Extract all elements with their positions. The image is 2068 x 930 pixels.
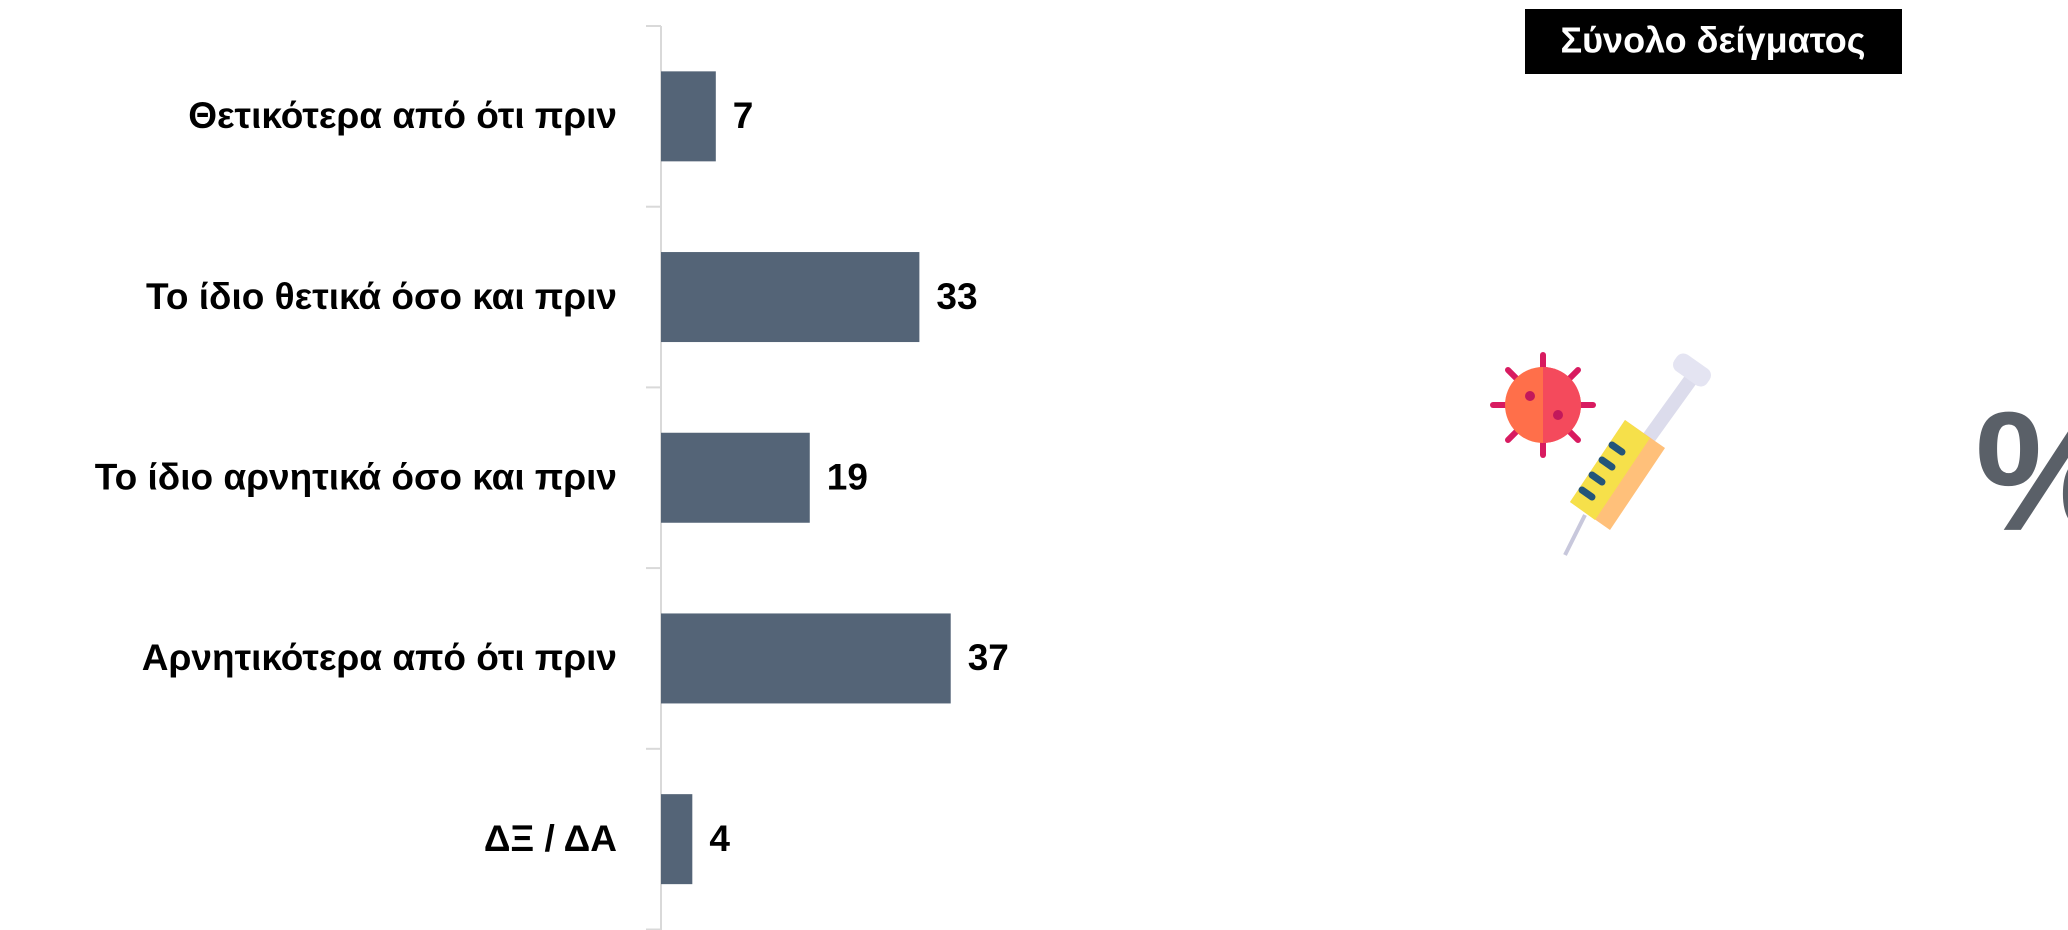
bar bbox=[661, 252, 920, 343]
data-label: 37 bbox=[968, 637, 1009, 678]
unit-symbol: % bbox=[1975, 377, 2068, 567]
data-label: 4 bbox=[709, 818, 730, 859]
data-label: 19 bbox=[827, 457, 868, 498]
vaccine-icon bbox=[1490, 352, 1711, 556]
title-box bbox=[1525, 9, 1902, 74]
bar bbox=[661, 794, 693, 885]
y-tick-label: Το ίδιο θετικά όσο και πριν bbox=[146, 276, 617, 317]
bar bbox=[661, 432, 810, 523]
data-label: 33 bbox=[936, 276, 977, 317]
bar bbox=[661, 613, 951, 704]
y-tick-label: Το ίδιο αρνητικά όσο και πριν bbox=[95, 457, 617, 498]
y-tick-label: ΔΞ / ΔΑ bbox=[484, 818, 617, 859]
y-tick-label: Αρνητικότερα από ότι πριν bbox=[142, 637, 617, 678]
y-tick-label: Θετικότερα από ότι πριν bbox=[188, 95, 617, 136]
data-label: 7 bbox=[733, 95, 754, 136]
bar bbox=[661, 71, 716, 162]
chart-title: Σύνολο δείγματος bbox=[1560, 20, 1865, 61]
